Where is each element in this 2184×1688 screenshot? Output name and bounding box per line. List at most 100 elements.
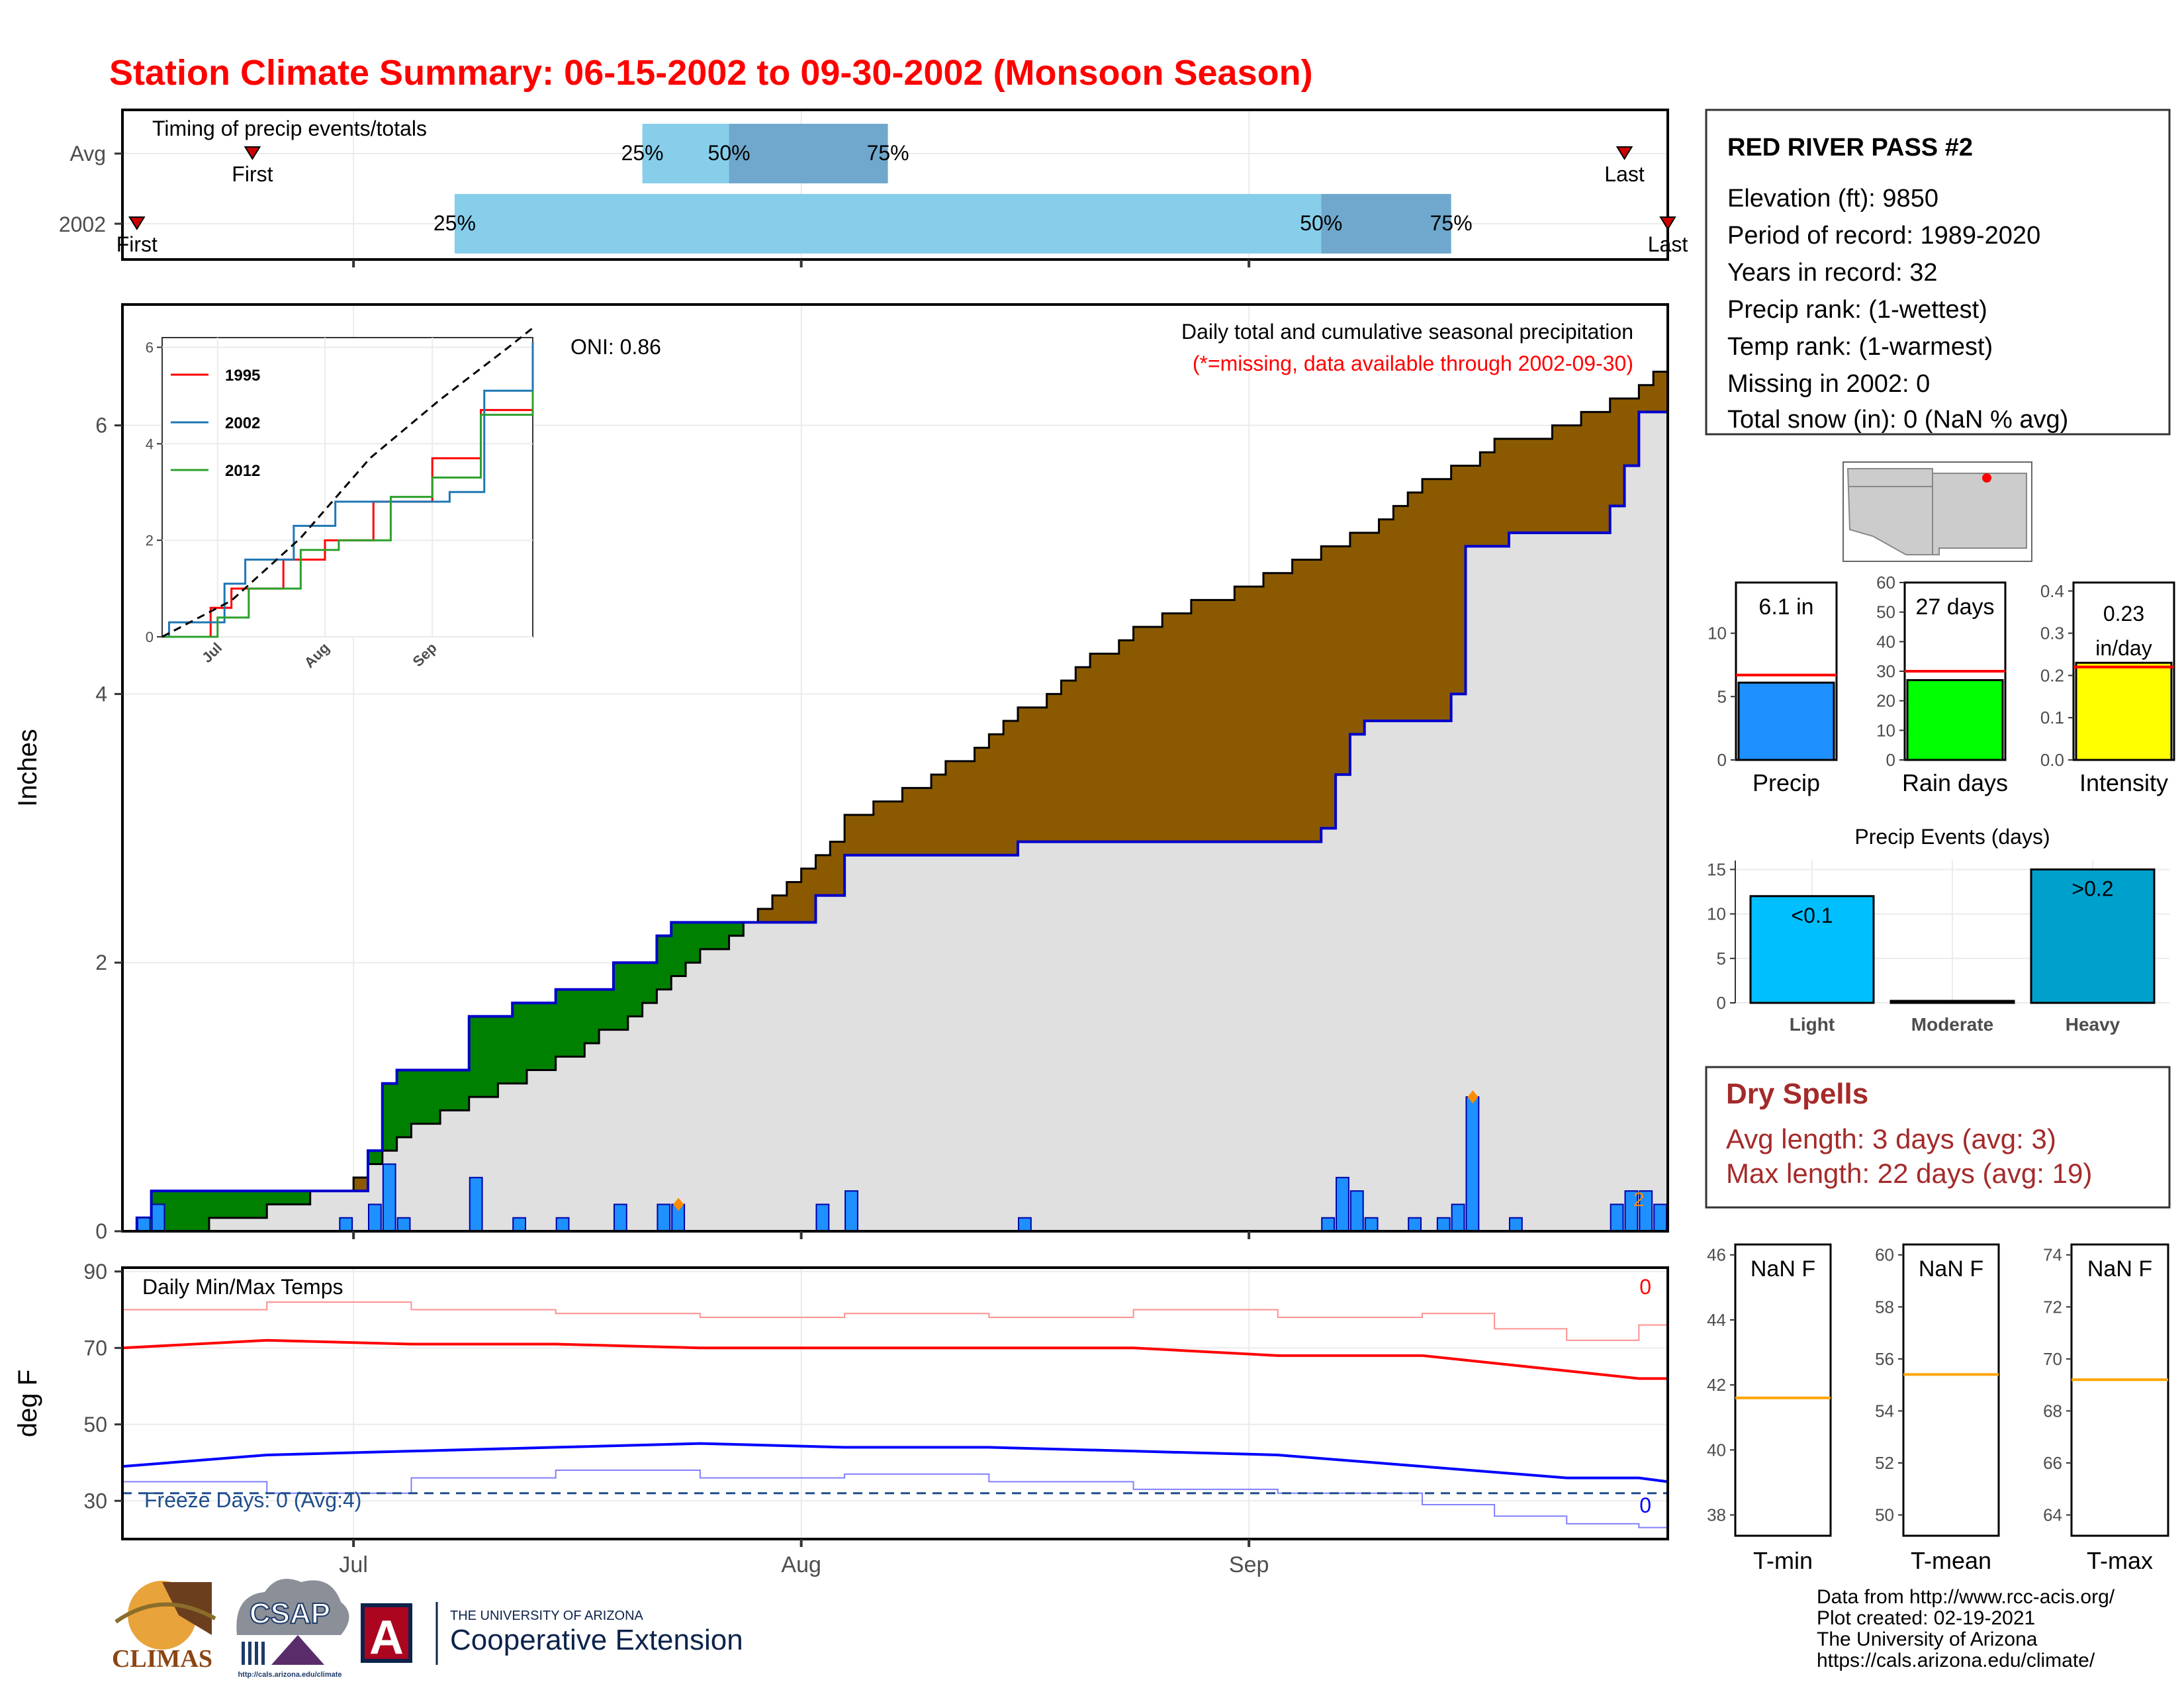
below-curve-fill [1104,841,1120,1231]
main-x-ticks [352,1231,1251,1239]
below-curve-fill [1292,841,1308,1231]
quartile-bar-25-50 [454,194,1322,254]
obs-surplus-fill [657,935,672,990]
temp-series-tmax_avg [122,1338,1668,1380]
below-curve-fill [411,1123,426,1231]
temp-box-y-tick-label: 50 [1875,1505,1894,1525]
summary-bar-chart-2: 0.0 0.1 0.2 0.3 0.4 0.23 in/day Intensity [2040,581,2175,796]
below-curve-fill [1046,841,1062,1231]
summary-bar-label: Precip [1752,769,1820,796]
events-y-tick-label: 15 [1707,859,1726,879]
temp-box-value: NaN F [1919,1256,1983,1282]
below-curve-fill [786,922,802,1231]
summary-bar-chart-0: 0 5 10 6.1 in Precip [1707,581,1838,796]
below-curve-fill [498,1083,513,1231]
summary-bar-label: Intensity [2079,769,2168,796]
daily-precip-bar [367,1203,382,1232]
avg-surplus-fill [815,855,831,896]
obs-surplus-fill [686,922,701,963]
summary-y-tick-label: 50 [1876,602,1895,622]
summary-y-tick-label: 5 [1717,686,1727,706]
daily-precip-bar [339,1217,353,1233]
main-plot-frame [121,303,1669,1233]
climas-logo: CLIMAS [112,1581,216,1673]
below-curve-fill [223,1217,239,1231]
temp-y-tick-label: 70 [83,1336,107,1360]
below-curve-fill [1422,720,1437,1231]
below-curve-fill [1537,532,1553,1232]
temp-box-label: T-min [1753,1547,1813,1574]
summary-bar-chart-1: 0 10 20 30 40 50 60 27 days Rain days [1876,573,2008,796]
inset-y-tick-label: 4 [146,436,154,452]
avg-surplus-fill [960,761,976,855]
main-y-tick-label: 6 [95,414,107,438]
below-curve-fill [454,1110,470,1231]
below-curve-fill [1148,841,1163,1231]
avg-surplus-fill [1393,506,1408,721]
temp-box-y-tick-label: 56 [1875,1349,1894,1369]
summary-y-tick-label: 60 [1876,573,1895,592]
avg-surplus-fill [1104,653,1120,842]
record-marker-icon [1467,1090,1479,1104]
avg-surplus-fill [1205,600,1221,842]
temp-box-y-tick-label: 60 [1875,1245,1894,1265]
obs-surplus-fill [454,1070,470,1111]
temp-series-tmin_2002 [122,1470,1668,1528]
avg-surplus-fill [1624,399,1639,466]
avg-surplus-fill [1494,438,1510,547]
season-summary-bars: 0 5 10 6.1 in Precip 0 10 20 30 40 50 60 27 days Rain… [1707,573,2175,796]
below-curve-fill [541,1070,557,1231]
quartile-50-label: 50% [1300,211,1342,235]
obs-surplus-fill [714,922,730,949]
summary-y-tick-label: 0.1 [2040,708,2064,727]
temp-box-y-tick-label: 46 [1707,1245,1726,1265]
avg-surplus-fill [1567,425,1582,533]
summary-y-tick-label: 40 [1876,632,1895,651]
below-curve-fill [627,1016,643,1231]
below-curve-fill [686,962,701,1231]
temperature-summary-boxes: 38 40 42 44 46 NaN F T-min 50 52 54 56 58 60 NaN F T-m… [1707,1243,2169,1574]
avg-surplus-fill [801,868,817,923]
station-precip-rank: Precip rank: (1-wettest) [1727,296,1987,324]
ua-block-a-icon [361,1603,412,1663]
summary-value-text: 27 days [1915,594,1994,620]
avg-surplus-fill [1465,465,1480,547]
first-event-marker-icon [244,146,261,160]
daily-precip-bar [1349,1190,1364,1233]
events-bar-moderate [1889,1000,2015,1004]
avg-surplus-fill [931,774,946,855]
below-curve-fill [1003,855,1019,1231]
daily-precip-bar [657,1203,671,1232]
below-curve-fill [801,922,817,1231]
csap-mountain-icon [271,1635,324,1665]
inset-legend-label: 2012 [225,462,260,480]
last-event-marker-icon [1615,146,1633,160]
below-curve-fill [1017,841,1033,1231]
below-curve-fill [657,989,672,1231]
summary-y-tick-label: 0.3 [2040,624,2064,643]
obs-surplus-fill [223,1191,239,1218]
below-curve-fill [584,1043,600,1231]
avg-surplus-fill [1220,600,1235,842]
below-curve-fill [483,1097,498,1231]
avg-surplus-fill [1249,586,1264,842]
temp-box-y-tick-label: 66 [2043,1453,2062,1473]
main-y-ticks: 0 2 4 6 [95,414,122,1243]
credit-institution: The University of Arizona [1817,1628,2038,1650]
below-curve-fill [1610,506,1625,1231]
below-curve-fill [714,949,730,1231]
temp-caption: Daily Min/Max Temps [142,1275,343,1299]
obs-surplus-fill [396,1070,412,1137]
below-curve-fill [1061,841,1076,1231]
temp-y-tick-label: 50 [83,1413,107,1436]
avg-surplus-fill [1148,626,1163,842]
temp-box-value: NaN F [2087,1256,2152,1282]
temp-y-tick-label: 30 [83,1489,107,1513]
obs-surplus-fill [440,1070,455,1111]
credits: Data from http://www.rcc-acis.org/ Plot … [1817,1586,2115,1671]
temp-box-y-tick-label: 72 [2043,1297,2062,1317]
daily-precip-bar [382,1163,396,1233]
below-curve-fill [1581,532,1596,1232]
below-curve-fill [844,855,860,1231]
temp-y-ticks: 30 50 70 90 [83,1260,122,1513]
